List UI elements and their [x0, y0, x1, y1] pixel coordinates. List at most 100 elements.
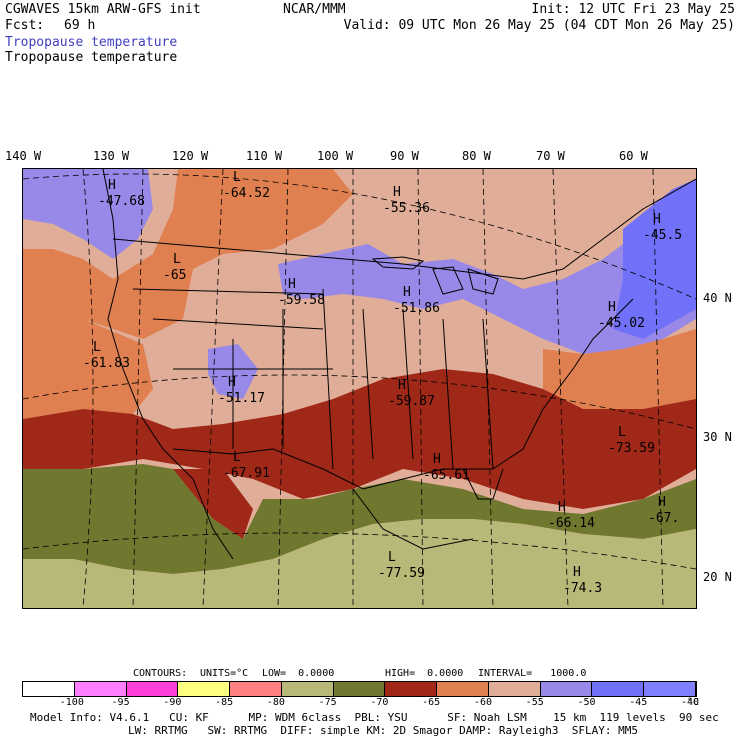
colorbar-swatch — [23, 682, 75, 696]
colorbar-tick-label: -70 — [370, 697, 389, 708]
graticule — [23, 169, 696, 608]
colorbar-tick-label: -65 — [422, 697, 441, 708]
tropopause-temperature-map: H -47.68 L -64.52 H -55.36 H -45.5 L -65 H -59.58 H -… — [22, 168, 697, 609]
map-extremum-value: -59.87 — [388, 394, 435, 409]
colorbar-tick-label: -60 — [473, 697, 492, 708]
colorbar-tick-label: -40 — [681, 697, 700, 708]
colorbar-swatch — [437, 682, 489, 696]
map-extremum-type: H — [288, 277, 296, 292]
band-minus45-northeast — [613, 179, 696, 339]
band-minus65-mexico — [173, 469, 253, 539]
band-minus60-west — [23, 169, 353, 339]
map-extremum-value: -51.86 — [393, 301, 440, 316]
contour-units: UNITS=°C — [200, 668, 249, 679]
great-lakes — [371, 256, 499, 295]
color-field-title: Tropopause temperature — [5, 35, 178, 50]
map-labels: H-47.68L-64.52 H-55.36H-45.5L-65H-59.58H-… — [83, 170, 682, 596]
map-extremum-value: -65.61 — [423, 468, 470, 483]
map-extremum-value: -47.68 — [98, 194, 145, 209]
map-extremum-type: L — [233, 170, 241, 185]
init-time: Init: 12 UTC Fri 23 May 25 — [531, 2, 736, 17]
map-extremum-type: H — [403, 285, 411, 300]
colorbar-swatch — [74, 682, 127, 696]
map-extremum-type: H — [558, 500, 566, 515]
band-minus50-central — [278, 199, 696, 354]
band-minus75 — [23, 519, 696, 608]
map-extremum-value: -66.14 — [548, 516, 595, 531]
band-minus60-southwest — [23, 309, 153, 419]
colorbar-swatch — [178, 682, 231, 696]
colorbar — [22, 681, 697, 697]
political-borders — [102, 169, 696, 560]
contour-field-title: Tropopause temperature — [5, 50, 178, 65]
forecast-hour-value: 69 h — [64, 18, 96, 33]
map-extremum-type: L — [173, 252, 181, 267]
map-extremum-value: -77.59 — [378, 566, 425, 581]
colorbar-tick-label: -55 — [525, 697, 544, 708]
contour-low: LOW= 0.0000 — [262, 668, 335, 679]
lon-label: 140 W — [5, 149, 42, 163]
lat-label: 20 N — [703, 570, 732, 584]
map-extremum-type: H — [393, 185, 401, 200]
map-extremum-type: H — [653, 212, 661, 227]
map-extremum-type: L — [233, 450, 241, 465]
band-minus50-northwest — [23, 169, 153, 259]
colorbar-swatch — [488, 682, 541, 696]
colorbar-tick-label: -80 — [266, 697, 285, 708]
contour-high: HIGH= 0.0000 — [385, 668, 464, 679]
model-info-line2: LW: RRTMG SW: RRTMG DIFF: simple KM: 2D … — [128, 724, 638, 737]
lon-label: 60 W — [619, 149, 648, 163]
band-minus65 — [23, 369, 696, 509]
map-extremum-type: H — [228, 375, 236, 390]
map-extremum-value: -65 — [163, 268, 186, 283]
map-extremum-value: -59.58 — [278, 293, 325, 308]
colorbar-tick-label: -90 — [163, 697, 182, 708]
lon-label: 90 W — [390, 149, 419, 163]
map-extremum-value: -67.91 — [223, 466, 270, 481]
lon-label: 80 W — [462, 149, 491, 163]
colorbar-swatch — [230, 682, 282, 696]
colorbar-swatch — [540, 682, 593, 696]
colorbar-tick-label: -45 — [629, 697, 648, 708]
colorbar-swatch — [592, 682, 645, 696]
map-extremum-type: H — [608, 300, 616, 315]
colorbar-swatch — [126, 682, 179, 696]
lat-label: 30 N — [703, 430, 732, 444]
contour-interval: INTERVAL= 1000.0 — [478, 668, 587, 679]
colorbar-tick-label: -75 — [318, 697, 337, 708]
map-extremum-type: L — [388, 550, 396, 565]
lon-label: 100 W — [317, 149, 354, 163]
organization-label: NCAR/MMM — [283, 2, 346, 17]
map-extremum-value: -45.02 — [598, 316, 645, 331]
colorbar-tick-label: -95 — [111, 697, 130, 708]
lat-label: 40 N — [703, 291, 732, 305]
map-extremum-type: H — [658, 495, 666, 510]
model-info-line1: Model Info: V4.6.1 CU: KF MP: WDM 6class… — [30, 711, 719, 724]
lon-label: 110 W — [246, 149, 283, 163]
map-extremum-type: H — [433, 452, 441, 467]
map-canvas: H-47.68L-64.52 H-55.36H-45.5L-65H-59.58H-… — [23, 169, 696, 608]
colorbar-tick-label: -100 — [59, 697, 84, 708]
colorbar-swatch — [644, 682, 696, 696]
map-extremum-type: L — [618, 425, 626, 440]
map-extremum-value: -61.83 — [83, 356, 130, 371]
map-extremum-type: L — [93, 340, 101, 355]
contour-label: CONTOURS: — [133, 668, 188, 679]
colorbar-swatch — [281, 682, 334, 696]
map-extremum-value: -51.17 — [218, 391, 265, 406]
colorbar-swatch — [385, 682, 438, 696]
valid-time: Valid: 09 UTC Mon 26 May 25 (04 CDT Mon … — [343, 18, 735, 33]
lon-label: 120 W — [172, 149, 209, 163]
model-title: CGWAVES 15km ARW-GFS init — [5, 2, 201, 17]
map-extremum-type: H — [398, 378, 406, 393]
colorbar-ticks: -100 -95 -90 -85 -80 -75 -70 -65 -60 -55 -50 -45 -40… — [22, 697, 699, 709]
lon-label: 70 W — [536, 149, 565, 163]
map-extremum-type: H — [573, 565, 581, 580]
band-minus55-north — [333, 169, 696, 249]
colorbar-tick-label: -85 — [215, 697, 234, 708]
map-extremum-value: -55.36 — [383, 201, 430, 216]
map-extremum-value: -73.59 — [608, 441, 655, 456]
band-minus70 — [23, 464, 696, 574]
band-minus55-nw — [138, 169, 178, 249]
colorbar-tick-label: -50 — [577, 697, 596, 708]
